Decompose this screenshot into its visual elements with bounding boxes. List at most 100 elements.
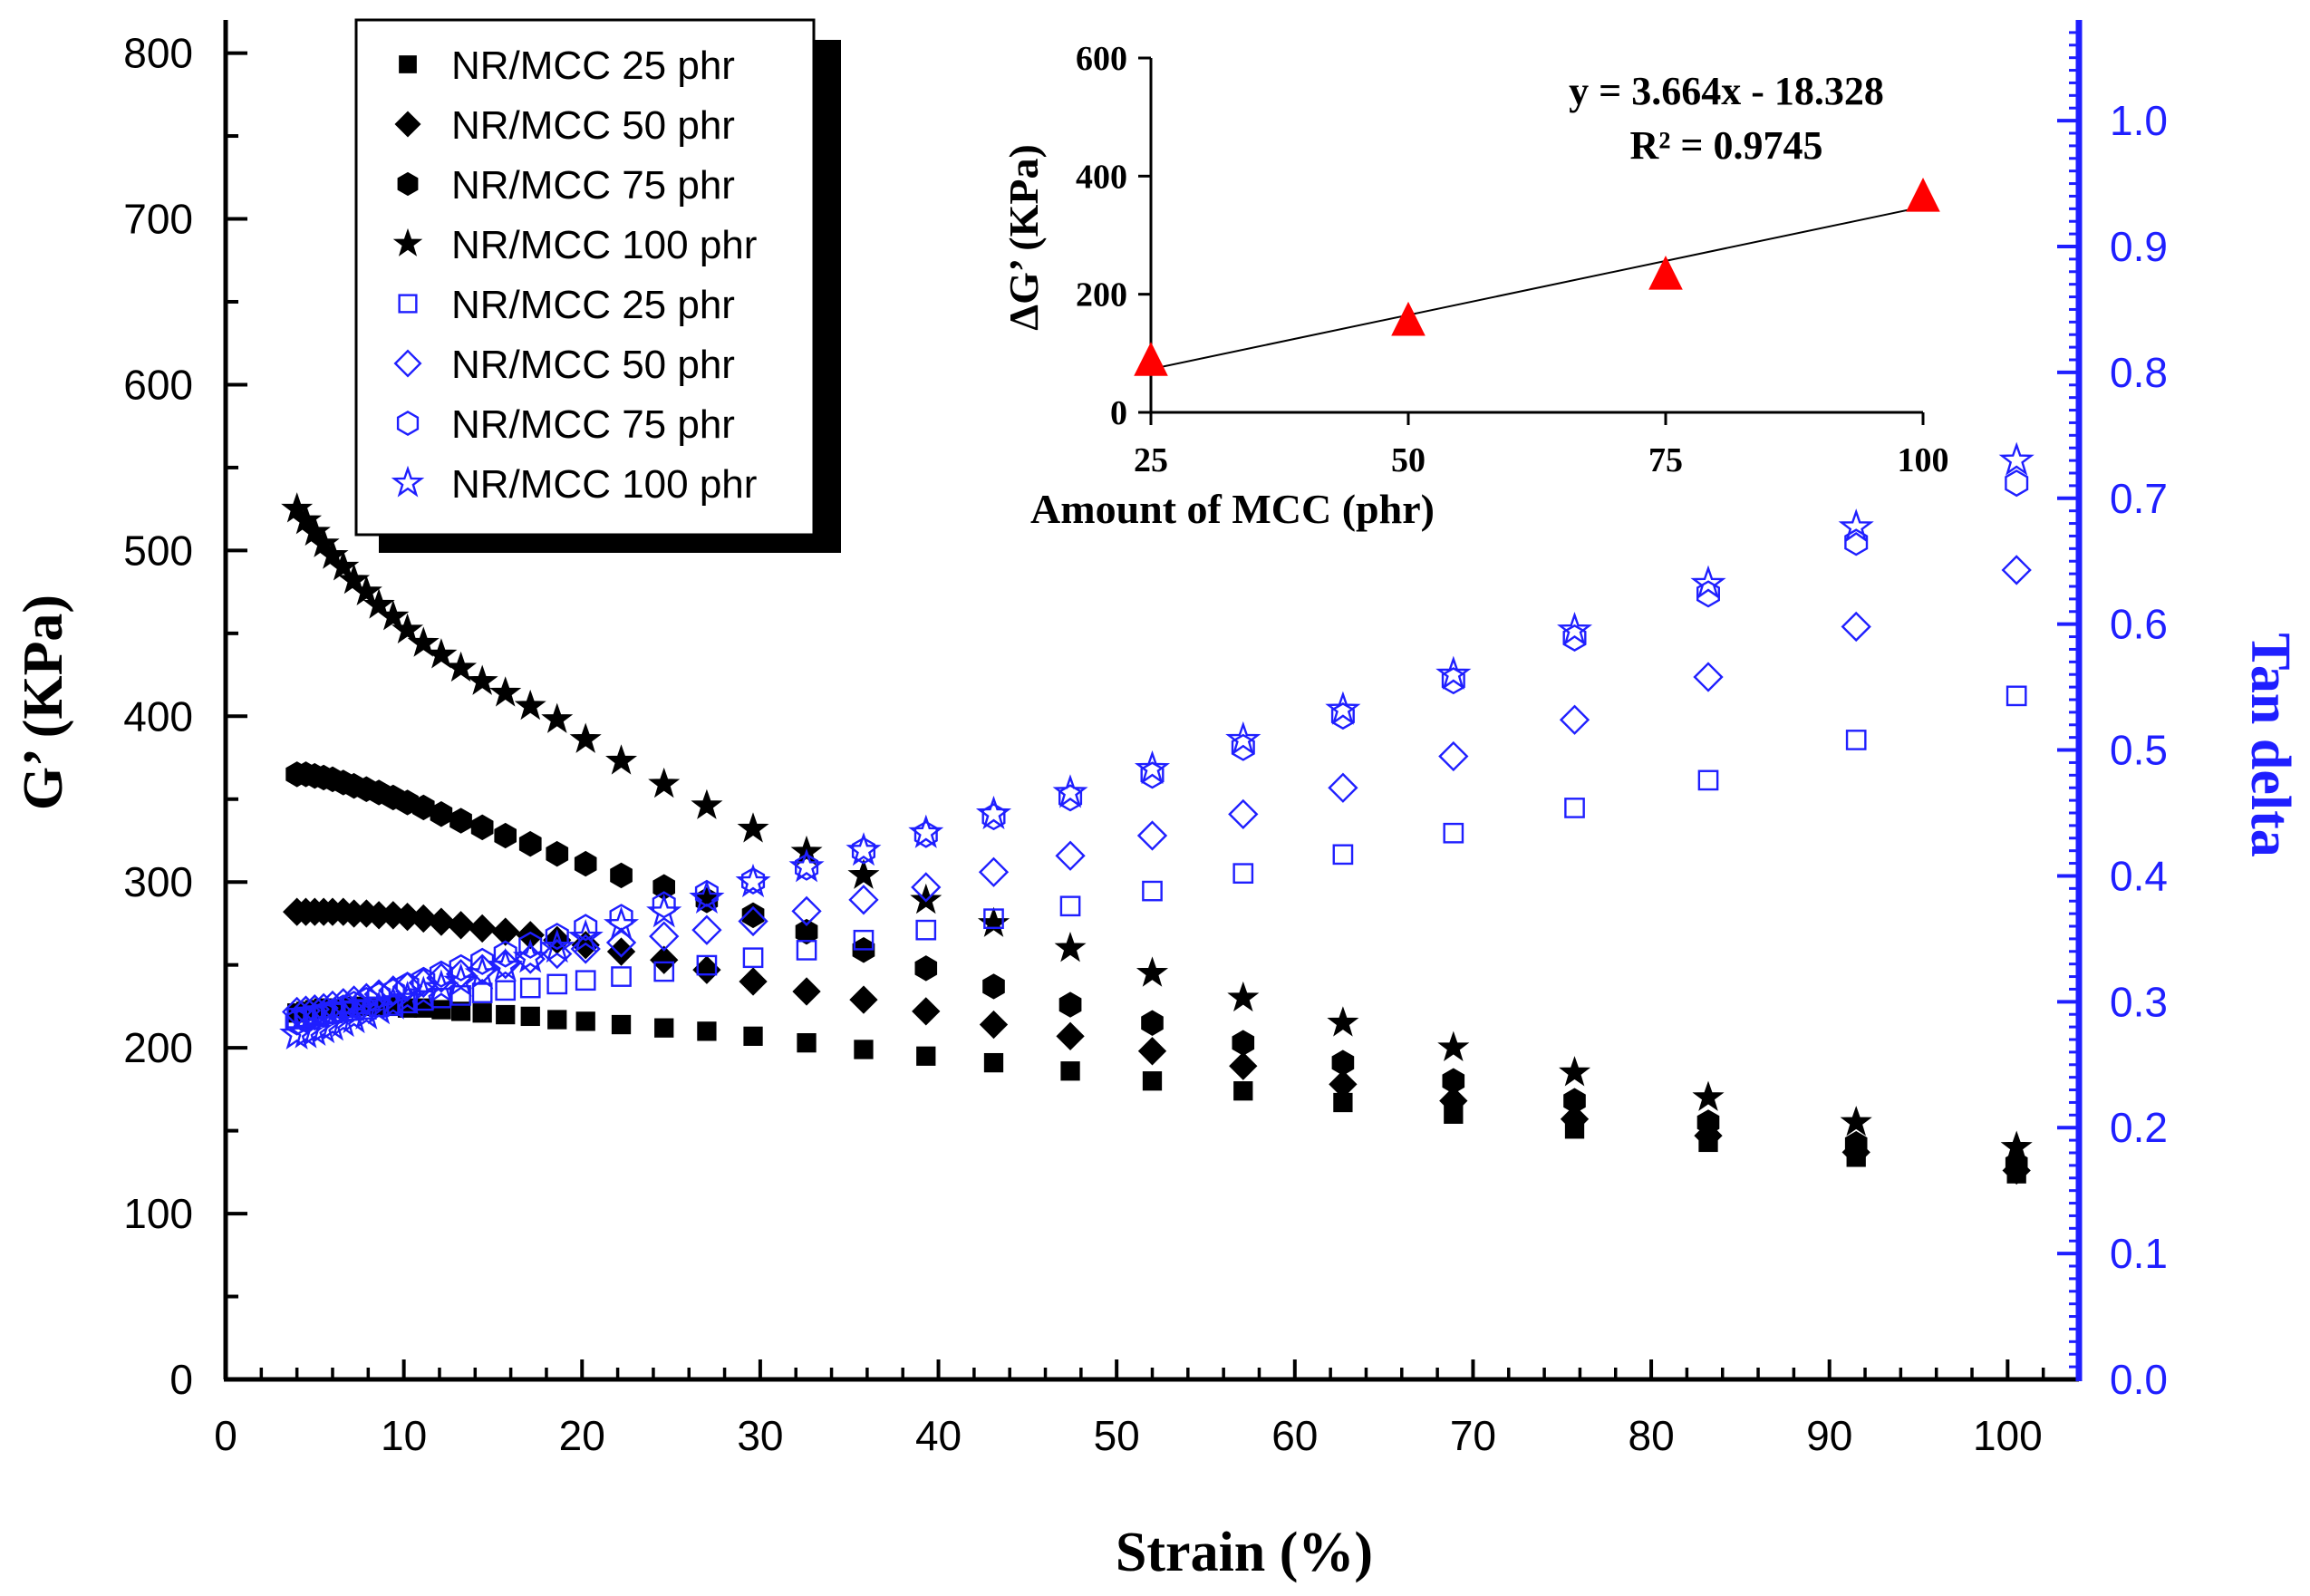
data-point [1329,1069,1358,1099]
legend-label: NR/MCC 100 phr [451,223,757,267]
y-tick-label: 100 [123,1190,193,1237]
data-point [1840,1106,1872,1137]
data-point [691,914,722,945]
data-point [981,803,1006,831]
data-point [574,914,598,942]
data-point [1054,931,1087,962]
data-point [791,895,822,926]
data-point [541,702,574,733]
data-point [1562,624,1587,652]
data-point [1560,1105,1590,1134]
x-tick-label: 60 [1271,1412,1318,1459]
inset-x-tick-label: 50 [1391,441,1426,479]
data-point [697,1021,717,1041]
data-point [289,503,323,535]
data-point [445,651,478,682]
data-point [689,879,725,914]
data-point [425,638,458,669]
data-point [652,891,676,919]
main-axes [223,20,2083,1382]
data-point [423,969,459,1003]
data-point [1559,704,1590,735]
x-tick-label: 90 [1806,1412,1852,1459]
y2-tick-label: 0.4 [2110,852,2168,899]
data-point [1438,740,1469,772]
data-point [605,744,638,775]
data-point [735,863,771,898]
data-point [362,588,395,619]
inset-data-points [1134,178,1940,376]
data-point [545,923,569,951]
data-point [1844,1131,1868,1157]
y2-tick-label: 0.8 [2110,349,2168,396]
y2-tick-label: 0.2 [2110,1104,2168,1151]
legend-label: NR/MCC 25 phr [451,283,735,327]
series-star-filled [281,492,2033,1161]
data-point [739,967,768,996]
data-point [470,814,494,841]
data-point [1140,761,1165,789]
data-point [575,1011,595,1031]
x-tick-label: 0 [214,1412,237,1459]
x-tick-label: 80 [1628,1412,1674,1459]
data-point [1134,750,1171,785]
inset-r-squared: R² = 0.9745 [1629,123,1822,168]
data-point [649,921,680,952]
y2-tick-label: 0.7 [2110,475,2168,522]
data-point [653,961,675,982]
data-point [350,575,382,606]
legend: NR/MCC 25 phr NR/MCC 50 phr NR/MCC 75 phr N… [354,18,841,553]
y2-axis-title: Tan delta [2239,633,2301,857]
inset-x-tick-label: 75 [1648,441,1683,479]
data-point [375,985,411,1020]
data-point [450,1001,471,1021]
data-point [409,904,438,933]
x-tick-label: 100 [1973,1412,2043,1459]
y2-tick-label: 0.3 [2110,978,2168,1025]
data-point [431,1000,451,1020]
data-point [546,973,568,995]
data-point [429,960,453,988]
data-point [488,947,524,982]
data-point [325,1003,362,1038]
data-point [495,980,517,1001]
data-point [285,1008,309,1036]
data-point [411,966,436,994]
data-point [1443,822,1464,844]
y-tick-label: 400 [123,692,193,740]
data-point [741,867,766,895]
y2-tick-label: 0.6 [2110,601,2168,648]
data-point [1137,1037,1167,1066]
data-point [1696,1109,1720,1136]
data-point [792,977,821,1006]
data-point [910,883,942,914]
y-tick-label: 600 [123,361,193,408]
y-tick-label: 800 [123,30,193,77]
data-point [846,832,882,866]
legend-label: NR/MCC 50 phr [451,343,735,387]
data-point [512,939,548,973]
data-point [281,492,314,523]
data-point [316,538,349,569]
data-point [654,1018,674,1038]
data-point [975,795,1012,830]
data-point [2000,1130,2033,1161]
legend-label: NR/MCC 50 phr [451,103,735,148]
x-tick-label: 30 [737,1412,783,1459]
data-point [518,931,543,959]
data-point [1059,895,1081,917]
main-axis-labels: Strain (%) G’ (KPa) Tan delta [13,595,2301,1583]
data-point [737,812,769,843]
data-point [327,550,360,581]
data-point [443,962,479,997]
x-tick-label: 70 [1450,1412,1496,1459]
data-point [908,814,944,848]
data-point [1229,1051,1258,1080]
inset-y-tick-label: 400 [1076,158,1127,196]
legend-label: NR/MCC 75 phr [451,402,735,447]
data-point [977,906,1010,937]
y2-tick-label: 1.0 [2110,97,2168,144]
data-point [446,911,476,940]
data-point [390,981,426,1015]
